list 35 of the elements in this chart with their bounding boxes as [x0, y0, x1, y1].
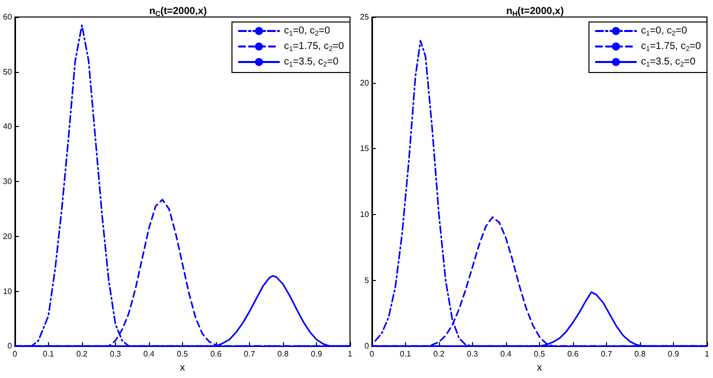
- y-tick-label: 15: [360, 144, 370, 154]
- x-axis-title: x: [180, 362, 185, 374]
- x-tick-label: 0.6: [210, 350, 222, 359]
- y-tick-label: 20: [2, 232, 12, 241]
- y-tick-label: 20: [360, 78, 370, 88]
- x-tick-label: 0.4: [143, 350, 156, 359]
- x-tick-label: 0.5: [534, 350, 546, 359]
- x-tick-label: 0.4: [500, 350, 512, 359]
- x-tick-label: 0.9: [668, 350, 680, 359]
- y-tick-label: 60: [2, 12, 12, 22]
- y-tick-label: 50: [2, 67, 12, 76]
- y-tick-label: 5: [364, 276, 370, 285]
- x-tick-label: 1: [704, 350, 710, 359]
- x-tick-label: 0.8: [277, 350, 290, 359]
- x-tick-label: 0.1: [400, 350, 412, 359]
- x-tick-label: 0.3: [466, 350, 479, 359]
- x-tick-label: 0.9: [310, 350, 323, 359]
- x-tick-label: 0.7: [244, 350, 256, 359]
- x-tick-label: 1: [348, 350, 353, 359]
- y-tick-label: 40: [2, 122, 12, 132]
- y-tick-label: 0: [364, 342, 370, 351]
- x-tick-label: 0.6: [567, 350, 580, 359]
- x-tick-label: 0.8: [634, 350, 646, 359]
- x-tick-label: 0.3: [110, 350, 122, 359]
- y-tick-label: 0: [7, 342, 12, 351]
- x-axis-title: x: [536, 362, 542, 374]
- y-tick-label: 10: [360, 210, 370, 219]
- y-tick-label: 30: [2, 177, 12, 186]
- x-tick-label: 0.2: [76, 350, 88, 359]
- x-tick-label: 0.2: [433, 350, 446, 359]
- y-tick-label: 10: [2, 286, 12, 296]
- x-tick-label: 0.1: [42, 350, 55, 359]
- x-tick-label: 0.5: [176, 350, 189, 359]
- x-tick-label: 0.7: [600, 350, 613, 359]
- y-tick-label: 25: [360, 12, 370, 22]
